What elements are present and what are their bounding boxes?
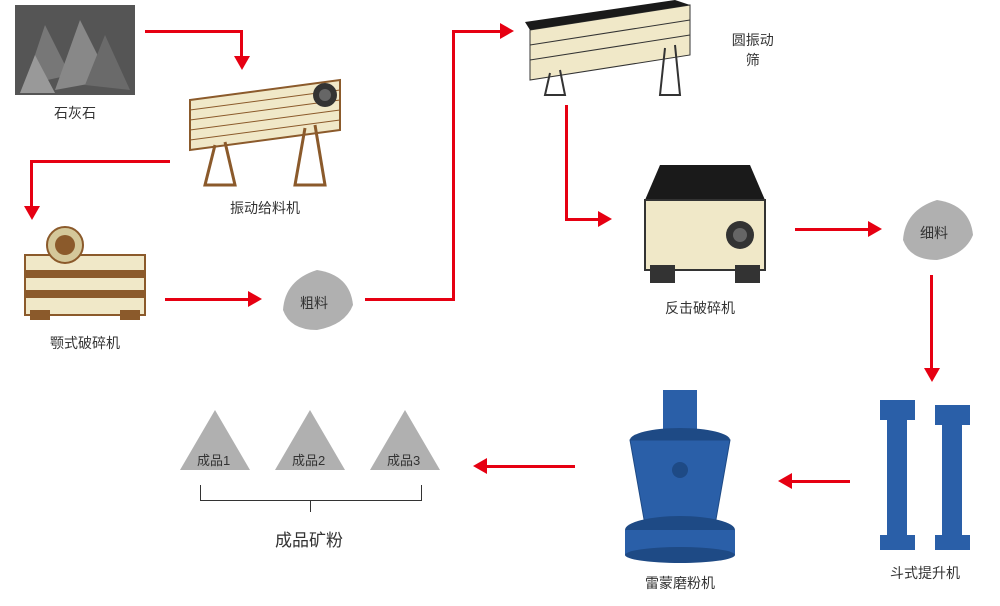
arrow-mill-products — [485, 465, 575, 468]
product-label-1: 成品1 — [197, 450, 230, 469]
feeder-icon — [175, 70, 355, 190]
arrow-limestone-feeder-head — [234, 56, 250, 70]
arrow-coarse-screen-head — [500, 23, 514, 39]
node-feeder: 振动给料机 — [175, 70, 355, 218]
arrow-jaw-coarse — [165, 298, 250, 301]
arrow-elevator-mill — [790, 480, 850, 483]
arrow-impact-fine — [795, 228, 870, 231]
arrow-fine-elevator — [930, 275, 933, 370]
jaw-crusher-icon — [15, 225, 155, 325]
arrow-feeder-jaw-v — [30, 160, 33, 210]
screen-icon — [520, 0, 695, 100]
mill-label: 雷蒙磨粉机 — [595, 573, 765, 593]
arrow-elevator-mill-head — [778, 473, 792, 489]
node-mill: 雷蒙磨粉机 — [595, 385, 765, 593]
mill-icon — [595, 385, 765, 565]
arrow-limestone-feeder — [145, 30, 240, 33]
products-group-label: 成品矿粉 — [275, 526, 343, 551]
arrow-coarse-screen-v — [452, 30, 455, 301]
arrow-jaw-coarse-head — [248, 291, 262, 307]
limestone-label: 石灰石 — [15, 103, 135, 123]
products-bracket-stem — [310, 500, 311, 512]
arrow-screen-impact-v — [565, 105, 568, 220]
arrow-fine-elevator-head — [924, 368, 940, 382]
arrow-feeder-jaw-head — [24, 206, 40, 220]
fine-label: 细料 — [920, 223, 948, 243]
arrow-impact-fine-head — [868, 221, 882, 237]
node-impact: 反击破碎机 — [620, 160, 780, 318]
arrow-mill-products-head — [473, 458, 487, 474]
screen-label: 圆振动筛 — [725, 30, 780, 70]
elevator-icon — [865, 395, 985, 555]
arrow-coarse-screen-h1 — [365, 298, 455, 301]
product-label-2: 成品2 — [292, 450, 325, 469]
product-label-3: 成品3 — [387, 450, 420, 469]
products-bracket — [200, 485, 422, 501]
arrow-feeder-jaw-h — [30, 160, 170, 163]
arrow-screen-impact-head — [598, 211, 612, 227]
jaw-label: 颚式破碎机 — [15, 333, 155, 353]
rock-icon — [15, 5, 135, 95]
arrow-screen-impact-h — [565, 218, 600, 221]
arrow-coarse-screen-h2 — [452, 30, 502, 33]
elevator-label: 斗式提升机 — [865, 563, 985, 583]
impact-label: 反击破碎机 — [620, 298, 780, 318]
impact-crusher-icon — [620, 160, 780, 290]
node-limestone: 石灰石 — [15, 5, 135, 123]
coarse-label: 粗料 — [300, 293, 328, 313]
node-screen: 圆振动筛 — [520, 0, 780, 100]
feeder-label: 振动给料机 — [175, 198, 355, 218]
node-elevator: 斗式提升机 — [865, 395, 985, 583]
node-jaw: 颚式破碎机 — [15, 225, 155, 353]
